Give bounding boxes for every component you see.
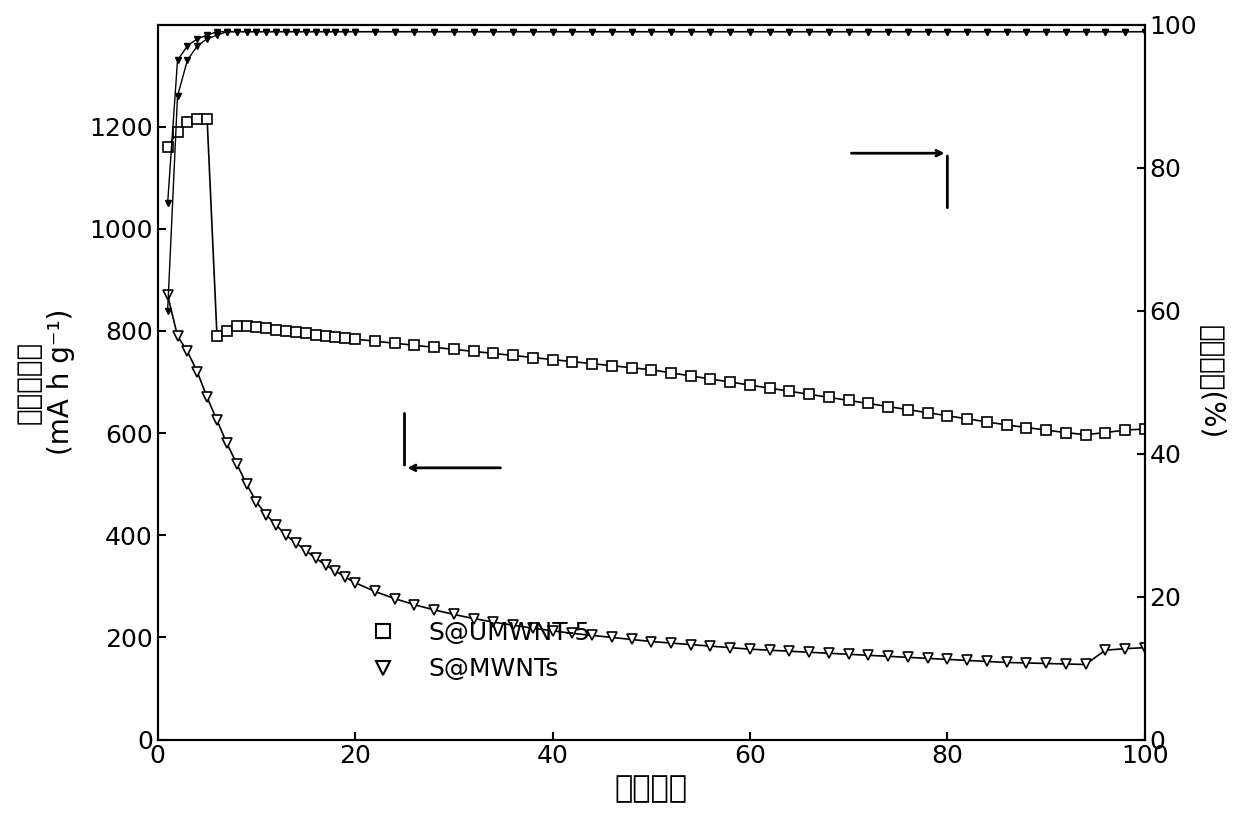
Y-axis label: 库伦效率(%): 库伦效率(%) [1197,325,1225,439]
S@UMWNT-5 [319,331,334,341]
S@MWNTs [309,553,324,563]
Legend: S@UMWNT-5, S@MWNTs: S@UMWNT-5, S@MWNTs [348,611,600,691]
S@UMWNT-5 [269,325,284,335]
S@MWNTs [367,587,382,596]
S@UMWNT-5 [1078,429,1092,439]
S@UMWNT-5 [367,336,382,346]
S@MWNTs [703,641,718,651]
S@UMWNT-5 [160,142,175,152]
S@MWNTs [347,578,362,587]
Line: S@UMWNT-5: S@UMWNT-5 [162,115,1149,439]
Y-axis label: 放电比容量
(mA h g⁻¹): 放电比容量 (mA h g⁻¹) [15,309,76,456]
S@UMWNT-5 [723,377,738,387]
X-axis label: 循环次数: 循环次数 [615,774,688,803]
S@UMWNT-5 [387,339,402,348]
S@MWNTs [1137,643,1152,653]
Line: S@MWNTs: S@MWNTs [162,290,1149,669]
S@MWNTs [259,510,274,519]
S@MWNTs [160,290,175,300]
S@UMWNT-5 [1137,424,1152,434]
S@MWNTs [329,566,343,576]
S@UMWNT-5 [190,114,205,124]
S@MWNTs [1078,659,1092,669]
S@UMWNT-5 [337,333,352,343]
